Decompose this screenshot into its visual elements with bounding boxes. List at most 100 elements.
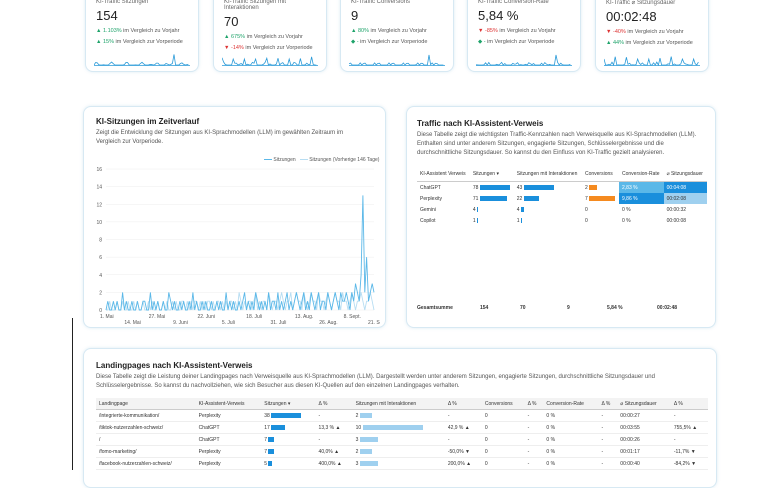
kpi-yoy-text: im Vergleich zu Vorjahr bbox=[123, 28, 179, 34]
column-header[interactable]: Conversions bbox=[582, 167, 619, 182]
kpi-yoy-pct: -40% bbox=[613, 29, 626, 35]
total-label: Gesamtsumme bbox=[417, 305, 480, 311]
column-header[interactable]: Sitzungen ▾ bbox=[470, 167, 514, 182]
engaged-cell: 4 bbox=[514, 204, 582, 215]
engaged-cell: 2 bbox=[353, 446, 445, 458]
kpi-card: KI-Traffic Sitzungen 154 ▲ 1.103% im Ver… bbox=[85, 0, 199, 72]
sessions-cell: 5 bbox=[261, 458, 315, 470]
sessions-cell: 71 bbox=[470, 193, 514, 204]
kpi-period-arrow: ◆ bbox=[351, 39, 355, 45]
column-header[interactable]: Sitzungen mit Interaktionen bbox=[353, 398, 445, 410]
table-row[interactable]: /tiktok-nutzerzahlen-schweiz/ ChatGPT 17… bbox=[96, 422, 708, 434]
cr-delta: - bbox=[598, 434, 617, 446]
conversions-delta: - bbox=[525, 410, 544, 422]
column-header[interactable]: ⌀ Sitzungsdauer bbox=[664, 167, 707, 182]
engaged-delta: 200,0% ▲ bbox=[445, 458, 482, 470]
sessions-bar bbox=[477, 207, 479, 212]
table-row[interactable]: Perplexity 71 22 7 9,86 % 00:02:08 bbox=[417, 193, 707, 204]
kpi-card: KI-Traffic Conversions 9 ▲ 80% im Vergle… bbox=[340, 0, 454, 72]
table-row[interactable]: /integrierte-kommunikation/ Perplexity 3… bbox=[96, 410, 708, 422]
column-header[interactable]: Landingpage bbox=[96, 398, 196, 410]
table-row[interactable]: Gemini 4 4 0 0 % 00:00:32 bbox=[417, 204, 707, 215]
landingpage-cell: / bbox=[96, 434, 196, 446]
table-row[interactable]: /facebook-nutzerzahlen-schweiz/ Perplexi… bbox=[96, 458, 708, 470]
engaged-cell: 10 bbox=[353, 422, 445, 434]
engaged-bar bbox=[360, 461, 378, 466]
column-header[interactable]: Δ % bbox=[598, 398, 617, 410]
landing-desc: Diese Tabelle zeigt die Leistung deiner … bbox=[96, 373, 696, 391]
kpi-yoy-text: im Vergleich zu Vorjahr bbox=[371, 28, 427, 34]
engaged-bar bbox=[521, 207, 524, 212]
kpi-sparkline bbox=[222, 49, 318, 67]
column-header[interactable]: KI-Assistent-Verweis bbox=[196, 398, 262, 410]
sessions-cell: 4 bbox=[470, 204, 514, 215]
kpi-period: ▲ 44% im Vergleich zur Vorperiode bbox=[606, 40, 698, 46]
table-row[interactable]: /fomo-marketing/ Perplexity 7 40,0% ▲ 2 … bbox=[96, 446, 708, 458]
duration-delta: - bbox=[671, 410, 708, 422]
assistant-name: ChatGPT bbox=[417, 182, 470, 194]
cr-cell: 0 % bbox=[619, 204, 664, 215]
column-header[interactable]: ⌀ Sitzungsdauer bbox=[617, 398, 671, 410]
kpi-yoy-pct: -85% bbox=[485, 28, 498, 34]
sessions-delta: 400,0% ▲ bbox=[316, 458, 353, 470]
source-cell: Perplexity bbox=[196, 410, 262, 422]
kpi-yoy-pct: 1.103% bbox=[103, 28, 122, 34]
kpi-sparkline bbox=[349, 49, 445, 67]
kpi-yoy-text: im Vergleich zu Vorjahr bbox=[247, 34, 303, 40]
x-tick-label: 13. Aug. bbox=[295, 314, 313, 320]
column-header[interactable]: Δ % bbox=[316, 398, 353, 410]
engaged-delta: - bbox=[445, 410, 482, 422]
kpi-value: 9 bbox=[351, 8, 443, 23]
trend-title: KI-Sitzungen im Zeitverlauf bbox=[96, 117, 373, 126]
column-header[interactable]: Δ % bbox=[671, 398, 708, 410]
sessions-bar bbox=[480, 185, 510, 190]
total-engaged: 70 bbox=[520, 305, 567, 311]
duration-cell: 00:04:08 bbox=[664, 182, 707, 194]
column-header[interactable]: Conversions bbox=[482, 398, 525, 410]
column-header[interactable]: Sitzungen mit Interaktionen bbox=[514, 167, 582, 182]
y-tick-label: 6 bbox=[99, 255, 102, 261]
column-header[interactable]: Δ % bbox=[445, 398, 482, 410]
column-header[interactable]: KI-Assistent Verweis bbox=[417, 167, 470, 182]
duration-cell: 00:02:08 bbox=[664, 193, 707, 204]
table-row[interactable]: / ChatGPT 7 - 3 - 0 - 0 % - 00:00:26 - bbox=[96, 434, 708, 446]
conversions-delta: - bbox=[525, 434, 544, 446]
x-tick-label: 18. Juli bbox=[246, 314, 262, 320]
kpi-card: KI-Traffic ⌀ Sitzungsdauer 00:02:48 ▼ -4… bbox=[595, 0, 709, 72]
assist-desc: Diese Tabelle zeigt die wichtigsten Traf… bbox=[417, 131, 705, 158]
kpi-period-pct: 44% bbox=[613, 40, 624, 46]
kpi-yoy-pct: 675% bbox=[231, 34, 245, 40]
kpi-value: 154 bbox=[96, 8, 188, 23]
sparkline-line bbox=[222, 57, 316, 65]
legend-previous: Sitzungen (Vorherige 146 Tage) bbox=[309, 157, 379, 163]
sessions-bar bbox=[268, 449, 273, 454]
kpi-period: ◆ - im Vergleich zur Vorperiode bbox=[351, 39, 443, 45]
engaged-bar bbox=[363, 425, 423, 430]
sessions-bar bbox=[268, 437, 273, 442]
column-header[interactable]: Sitzungen ▾ bbox=[261, 398, 315, 410]
series-line bbox=[106, 195, 374, 310]
cr-cell: 0 % bbox=[543, 458, 598, 470]
table-row[interactable]: ChatGPT 78 43 2 2,83 % 00:04:08 bbox=[417, 182, 707, 194]
kpi-yoy-pct: 80% bbox=[358, 28, 369, 34]
engaged-delta: -50,0% ▼ bbox=[445, 446, 482, 458]
engaged-cell: 3 bbox=[353, 434, 445, 446]
kpi-yoy-arrow: ▼ bbox=[606, 29, 611, 35]
x-tick-label: 14. Mai bbox=[124, 320, 140, 326]
conversions-cell: 7 bbox=[582, 193, 619, 204]
conversions-delta: - bbox=[525, 422, 544, 434]
engaged-bar bbox=[360, 413, 372, 418]
column-header[interactable]: Conversion-Rate bbox=[619, 167, 664, 182]
sparkline-line bbox=[94, 54, 188, 65]
engaged-bar bbox=[524, 196, 539, 201]
column-header[interactable]: Δ % bbox=[525, 398, 544, 410]
y-tick-label: 14 bbox=[96, 185, 102, 191]
table-row[interactable]: Copilot 1 1 0 0 % 00:00:08 bbox=[417, 215, 707, 226]
sessions-bar bbox=[480, 196, 507, 201]
engaged-bar bbox=[360, 437, 378, 442]
kpi-title: KI-Traffic Conversions bbox=[351, 0, 443, 5]
kpi-yoy-text: im Vergleich zu Vorjahr bbox=[499, 28, 555, 34]
sessions-cell: 7 bbox=[261, 446, 315, 458]
column-header[interactable]: Conversion-Rate bbox=[543, 398, 598, 410]
